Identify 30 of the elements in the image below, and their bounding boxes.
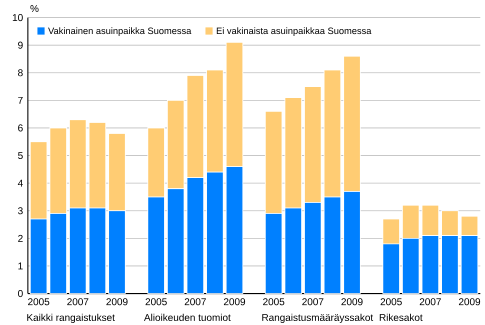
x-tick-label: 2005 bbox=[146, 298, 167, 306]
x-tick-label: 2005 bbox=[263, 298, 284, 306]
text: Rikesakot bbox=[380, 314, 423, 321]
y-axis-title: % bbox=[30, 4, 39, 12]
x-tick-label: 2007 bbox=[67, 298, 88, 306]
text: Rangaistusmääräyssakot bbox=[262, 314, 374, 323]
y-tick-label: 7 bbox=[18, 96, 23, 104]
y-tick-label: 6 bbox=[18, 124, 23, 132]
text: Kaikki rangaistukset bbox=[27, 314, 115, 323]
x-tick-label: 2009 bbox=[224, 298, 246, 306]
y-tick-label: 8 bbox=[18, 69, 23, 76]
y-tick-label: 1 bbox=[18, 262, 23, 270]
x-tick-label: 2009 bbox=[458, 298, 480, 306]
legend-label: Ei vakinaista asuinpaikkaa Suomessa bbox=[216, 27, 372, 36]
y-tick-label: 10 bbox=[12, 14, 23, 21]
y-tick-label: 2 bbox=[18, 234, 23, 242]
y-tick-label: 9 bbox=[18, 41, 23, 49]
x-tick-label: 2007 bbox=[302, 298, 324, 306]
y-tick-label: 0 bbox=[18, 290, 23, 297]
x-tick-label: 2009 bbox=[106, 298, 128, 306]
x-tick-label: 2005 bbox=[380, 298, 402, 306]
x-tick-label: 2007 bbox=[184, 298, 206, 306]
x-tick-label: 2007 bbox=[420, 298, 441, 306]
legend-label: Vakinainen asuinpaikka Suomessa bbox=[48, 27, 192, 36]
y-tick-label: 3 bbox=[18, 207, 23, 214]
x-tick-label: 2005 bbox=[28, 298, 50, 306]
text: Alioikeuden tuomiot bbox=[144, 314, 231, 321]
y-tick-label: 4 bbox=[18, 180, 23, 186]
y-tick-label: 5 bbox=[18, 152, 23, 159]
x-tick-label: 2009 bbox=[341, 298, 363, 306]
